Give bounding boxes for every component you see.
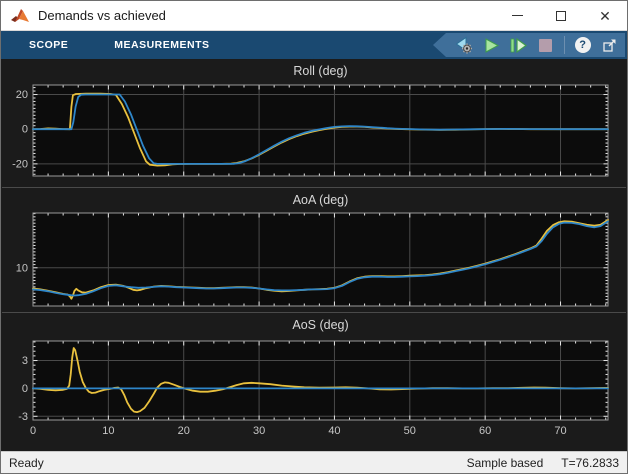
help-icon: ? xyxy=(574,37,591,53)
svg-text:50: 50 xyxy=(404,425,416,437)
step-back-settings-button[interactable] xyxy=(453,35,473,55)
status-text: Ready xyxy=(9,455,44,470)
maximize-button[interactable] xyxy=(539,1,583,30)
sample-mode-label: Sample based xyxy=(466,455,544,470)
svg-text:0: 0 xyxy=(30,425,36,437)
svg-text:-20: -20 xyxy=(12,158,28,170)
close-icon: ✕ xyxy=(599,7,611,24)
svg-text:-3: -3 xyxy=(18,411,28,423)
svg-text:60: 60 xyxy=(479,425,491,437)
run-button[interactable] xyxy=(482,35,500,55)
svg-text:10: 10 xyxy=(102,425,114,437)
aoa-plot[interactable]: 10 xyxy=(2,188,626,312)
aoa-panel[interactable]: AoA (deg) 10 xyxy=(2,188,626,313)
toolbar: SCOPE MEASUREMENTS xyxy=(1,31,627,59)
simulation-controls: ? xyxy=(433,33,625,57)
help-button[interactable]: ? xyxy=(574,35,592,55)
tab-measurements[interactable]: MEASUREMENTS xyxy=(114,39,210,51)
aoa-title: AoA (deg) xyxy=(292,193,349,207)
aos-title: AoS (deg) xyxy=(292,318,349,332)
window-title: Demands vs achieved xyxy=(38,8,166,23)
svg-text:30: 30 xyxy=(253,425,265,437)
titlebar: Demands vs achieved ✕ xyxy=(1,1,627,31)
step-back-gear-icon xyxy=(455,36,472,53)
svg-text:20: 20 xyxy=(178,425,190,437)
popout-button[interactable] xyxy=(601,35,619,55)
maximize-icon xyxy=(556,10,566,21)
plot-area: Roll (deg) -20 0 20 AoA (deg) 10 AoS (deg)… xyxy=(1,59,627,451)
run-icon xyxy=(485,37,499,53)
toolbar-separator xyxy=(563,36,565,54)
svg-text:0: 0 xyxy=(22,383,28,395)
statusbar: Ready Sample based T=76.2833 xyxy=(1,451,627,473)
minimize-icon xyxy=(511,15,523,16)
stop-icon xyxy=(539,38,553,52)
sim-time-label: T=76.2833 xyxy=(561,455,619,470)
svg-text:40: 40 xyxy=(328,425,340,437)
minimize-button[interactable] xyxy=(495,1,539,30)
svg-text:10: 10 xyxy=(16,262,28,274)
step-forward-icon xyxy=(510,37,528,53)
roll-panel[interactable]: Roll (deg) -20 0 20 xyxy=(2,59,626,188)
svg-text:3: 3 xyxy=(22,355,28,367)
popout-icon xyxy=(603,39,616,52)
svg-text:70: 70 xyxy=(554,425,566,437)
step-forward-button[interactable] xyxy=(509,35,528,55)
aos-panel[interactable]: AoS (deg) -3 0 3 0 10 20 30 40 50 60 70 xyxy=(2,313,626,451)
tab-scope[interactable]: SCOPE xyxy=(29,39,69,51)
svg-text:20: 20 xyxy=(16,89,28,101)
stop-button[interactable] xyxy=(536,35,554,55)
matlab-logo-icon xyxy=(11,8,29,22)
roll-title: Roll (deg) xyxy=(293,64,348,78)
roll-plot[interactable]: -20 0 20 xyxy=(2,59,626,187)
close-button[interactable]: ✕ xyxy=(583,1,627,30)
svg-text:0: 0 xyxy=(22,124,28,136)
